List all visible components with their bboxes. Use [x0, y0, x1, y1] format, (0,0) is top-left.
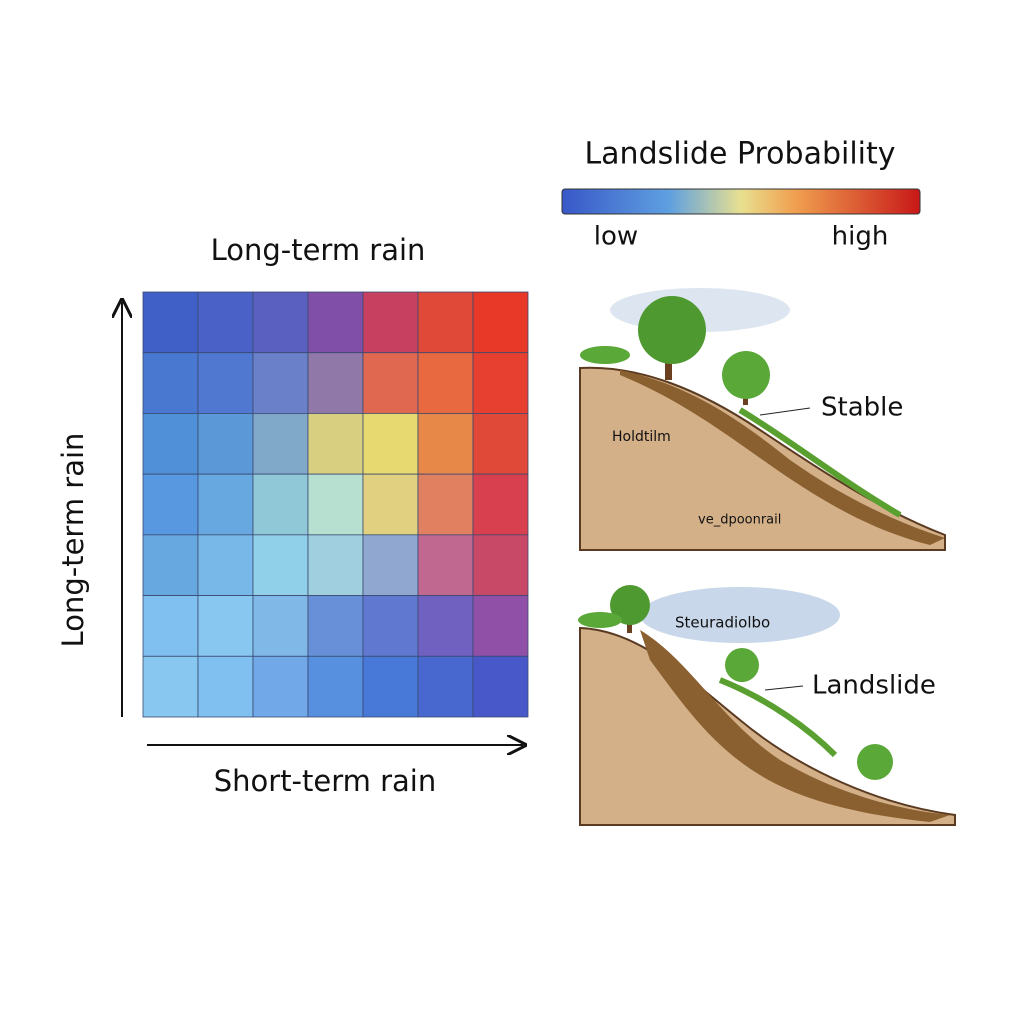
heatmap-cell — [142, 595, 199, 657]
heatmap-cell — [142, 352, 199, 414]
heatmap-cell — [307, 595, 364, 657]
stable-inner-label: Holdtilm — [612, 429, 671, 445]
colorbar-low: low — [594, 222, 638, 252]
heatmap-cell — [472, 595, 529, 657]
heatmap-cell — [472, 291, 529, 354]
heatmap-cell — [142, 655, 199, 718]
heatmap-cell — [362, 473, 419, 536]
heatmap-cell — [252, 534, 309, 596]
heatmap-cell — [197, 413, 254, 475]
heatmap-cell — [142, 473, 199, 536]
legend-title: Landslide Probability — [584, 137, 895, 172]
heatmap-cell — [252, 291, 309, 354]
heatmap-cell — [307, 413, 364, 475]
heatmap-cell — [197, 473, 254, 536]
heatmap-cell — [362, 413, 419, 475]
heatmap-cell — [417, 534, 474, 596]
heatmap-cell — [252, 473, 309, 536]
y-axis-label: Long-term rain — [56, 433, 90, 648]
heatmap-cell — [472, 655, 529, 718]
heatmap-cell — [307, 352, 364, 414]
heatmap-cell — [417, 352, 474, 414]
heatmap-cell — [197, 595, 254, 657]
colorbar-high: high — [832, 222, 889, 252]
heatmap-cell — [307, 473, 364, 536]
landslide-inner-label: Steuradiolbo — [675, 614, 770, 632]
heatmap-cell — [307, 291, 364, 354]
heatmap-cell — [252, 352, 309, 414]
heatmap-cell — [252, 413, 309, 475]
heatmap-cell — [197, 352, 254, 414]
heatmap-cell — [362, 352, 419, 414]
heatmap-cell — [417, 291, 474, 354]
stable-label: Stable — [821, 393, 903, 423]
heatmap-cell — [472, 534, 529, 596]
heatmap-cell — [472, 413, 529, 475]
heatmap-cell — [252, 655, 309, 718]
heatmap-cell — [417, 595, 474, 657]
landslide-illustration — [578, 585, 956, 826]
heatmap-cell — [472, 352, 529, 414]
x-axis-label: Short-term rain — [214, 764, 437, 798]
heatmap-cell — [307, 655, 364, 718]
heatmap-cell — [362, 595, 419, 657]
heatmap-cell — [142, 413, 199, 475]
heatmap-cell — [197, 291, 254, 354]
heatmap-cell — [362, 534, 419, 596]
heatmap-title: Long-term rain — [211, 233, 426, 267]
heatmap-cell — [142, 534, 199, 596]
heatmap-cell — [472, 473, 529, 536]
stable-illustration — [579, 288, 946, 551]
heatmap-cell — [197, 655, 254, 718]
heatmap-cell — [142, 291, 199, 354]
heatmap-cell — [252, 595, 309, 657]
colorbar — [561, 188, 921, 215]
heatmap — [142, 291, 529, 718]
heatmap-cell — [362, 291, 419, 354]
leader — [759, 407, 811, 416]
heatmap-cell — [362, 655, 419, 718]
heatmap-cell — [197, 534, 254, 596]
stable-inner-label: ve_dpoonrail — [698, 513, 781, 528]
heatmap-cell — [417, 473, 474, 536]
landslide-label: Landslide — [812, 671, 936, 701]
heatmap-cell — [417, 655, 474, 718]
heatmap-cell — [307, 534, 364, 596]
leader — [764, 685, 804, 691]
heatmap-cell — [417, 413, 474, 475]
